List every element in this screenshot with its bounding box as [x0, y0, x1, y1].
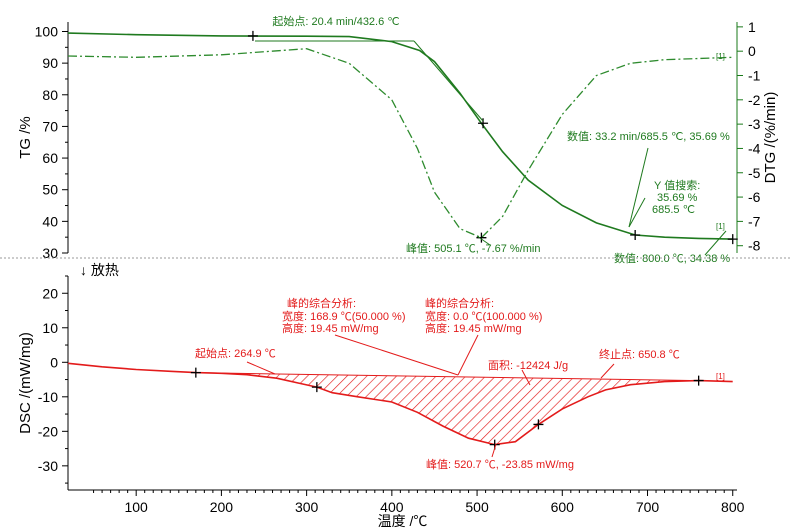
x-tick-label: 500	[465, 499, 489, 515]
x-tick-label: 100	[124, 499, 148, 515]
tg-y-tick-label: 90	[42, 55, 58, 71]
dsc-y-tick-label: 0	[50, 354, 58, 370]
peak-analysis-title-1: 峰的综合分析:	[287, 296, 356, 310]
tg-y-tick-label: 60	[42, 150, 58, 166]
peak-analysis-height-2: 高度: 19.45 mW/mg	[425, 321, 522, 335]
dsc-marker-3	[533, 419, 544, 430]
peak-analysis-title-2: 峰的综合分析:	[425, 296, 494, 310]
tg-y-tick-label: 30	[42, 245, 58, 261]
dtg-y-tick-label: 1	[748, 19, 756, 35]
dtg-y-tick-label: -3	[748, 116, 761, 132]
tg-dtg-panel: 30 40 50 60 70 80 90 100 1 0 -1 -2 -3 -4 -5 -6 -7 -8 TG /%…	[0, 14, 792, 265]
dsc-y-tick-label: 20	[42, 285, 58, 301]
dtg-y-tick-label: 0	[748, 43, 756, 59]
dtg-y-tick-label: -5	[748, 165, 761, 181]
dsc-peak-annotation: 峰值: 520.7 ℃, -23.85 mW/mg	[426, 458, 574, 471]
tg-y-tick-label: 100	[35, 23, 59, 39]
dsc-marker-4	[693, 375, 704, 386]
onset-leader	[413, 40, 484, 122]
endset-leader	[600, 363, 615, 379]
dsc-onset-annotation: 起始点: 264.9 ℃	[195, 346, 276, 360]
curve-tag: [1]	[716, 222, 725, 231]
curve-tag: [1]	[716, 52, 725, 61]
tg-y-axis-label: TG /%	[17, 116, 34, 159]
dsc-y-tick-label: 10	[42, 320, 58, 336]
value-leader	[628, 147, 649, 228]
dtg-y-tick-label: -4	[748, 140, 761, 156]
area-annotation: 面积: -12424 J/g	[488, 359, 568, 372]
tg-y-tick-label: 80	[42, 87, 58, 103]
exo-direction-label: ↓ 放热	[80, 262, 119, 278]
dsc-y-tick-label: -30	[38, 458, 58, 474]
peak-analysis-leader	[334, 334, 459, 376]
peak-leader	[476, 235, 491, 246]
peak-annotation: 峰值: 505.1 ℃, -7.67 %/min	[406, 242, 541, 255]
dtg-y-tick-label: -8	[748, 238, 761, 254]
onset-annotation: 起始点: 20.4 min/432.6 ℃	[272, 14, 399, 28]
dtg-curve	[67, 48, 733, 239]
tg-marker-2	[630, 229, 641, 240]
dtg-y-tick-label: -6	[748, 189, 761, 205]
dtg-y-axis-label: DTG /(%/min)	[762, 92, 779, 184]
value-annotation: 数值: 33.2 min/685.5 ℃, 35.69 %	[567, 130, 730, 143]
y-search-value: 35.69 %	[657, 192, 698, 204]
tg-marker-1	[478, 118, 489, 129]
tg-y-tick-label: 70	[42, 118, 58, 134]
dsc-y-tick-label: -10	[38, 389, 58, 405]
tg-y-tick-label: 40	[42, 213, 58, 229]
endset-annotation: 终止点: 650.8 ℃	[599, 347, 680, 361]
dsc-onset-leader	[246, 361, 276, 375]
dsc-y-tick-label: -20	[38, 423, 58, 439]
x-tick-label: 700	[636, 499, 660, 515]
dsc-peak-leader	[491, 443, 497, 458]
dsc-y-axis-label: DSC /(mW/mg)	[17, 332, 34, 434]
curve-tag: [1]	[716, 372, 725, 381]
x-axis-label: 温度 /℃	[378, 513, 428, 529]
x-tick-label: 400	[380, 499, 404, 515]
dtg-y-tick-label: -7	[748, 213, 761, 229]
tg-y-tick-label: 50	[42, 182, 58, 198]
end-leader	[704, 230, 727, 256]
tg-marker-3	[476, 232, 487, 243]
tg-marker-0	[247, 30, 258, 41]
x-tick-label: 600	[551, 499, 575, 515]
peak-analysis-width-1: 宽度: 168.9 ℃(50.000 %)	[282, 309, 406, 323]
y-search-temp: 685.5 ℃	[652, 204, 695, 216]
x-tick-label: 300	[295, 499, 319, 515]
peak-analysis-leader-2	[457, 334, 479, 376]
peak-analysis-width-2: 宽度: 0.0 ℃(100.000 %)	[425, 309, 542, 323]
dsc-marker-1	[311, 382, 322, 393]
peak-analysis-height-1: 高度: 19.45 mW/mg	[282, 321, 379, 335]
dsc-baseline	[195, 372, 699, 382]
search-leader	[628, 197, 646, 228]
x-tick-label: 200	[210, 499, 234, 515]
peak-area-hatch	[195, 372, 699, 445]
dsc-marker-0	[190, 367, 201, 378]
dtg-y-tick-label: -2	[748, 92, 761, 108]
area-leader	[521, 369, 531, 386]
dtg-y-tick-label: -1	[748, 67, 761, 83]
x-tick-label: 800	[721, 499, 745, 515]
tg-marker-4	[727, 234, 738, 245]
y-search-annotation: Y 值搜索:	[654, 178, 700, 192]
